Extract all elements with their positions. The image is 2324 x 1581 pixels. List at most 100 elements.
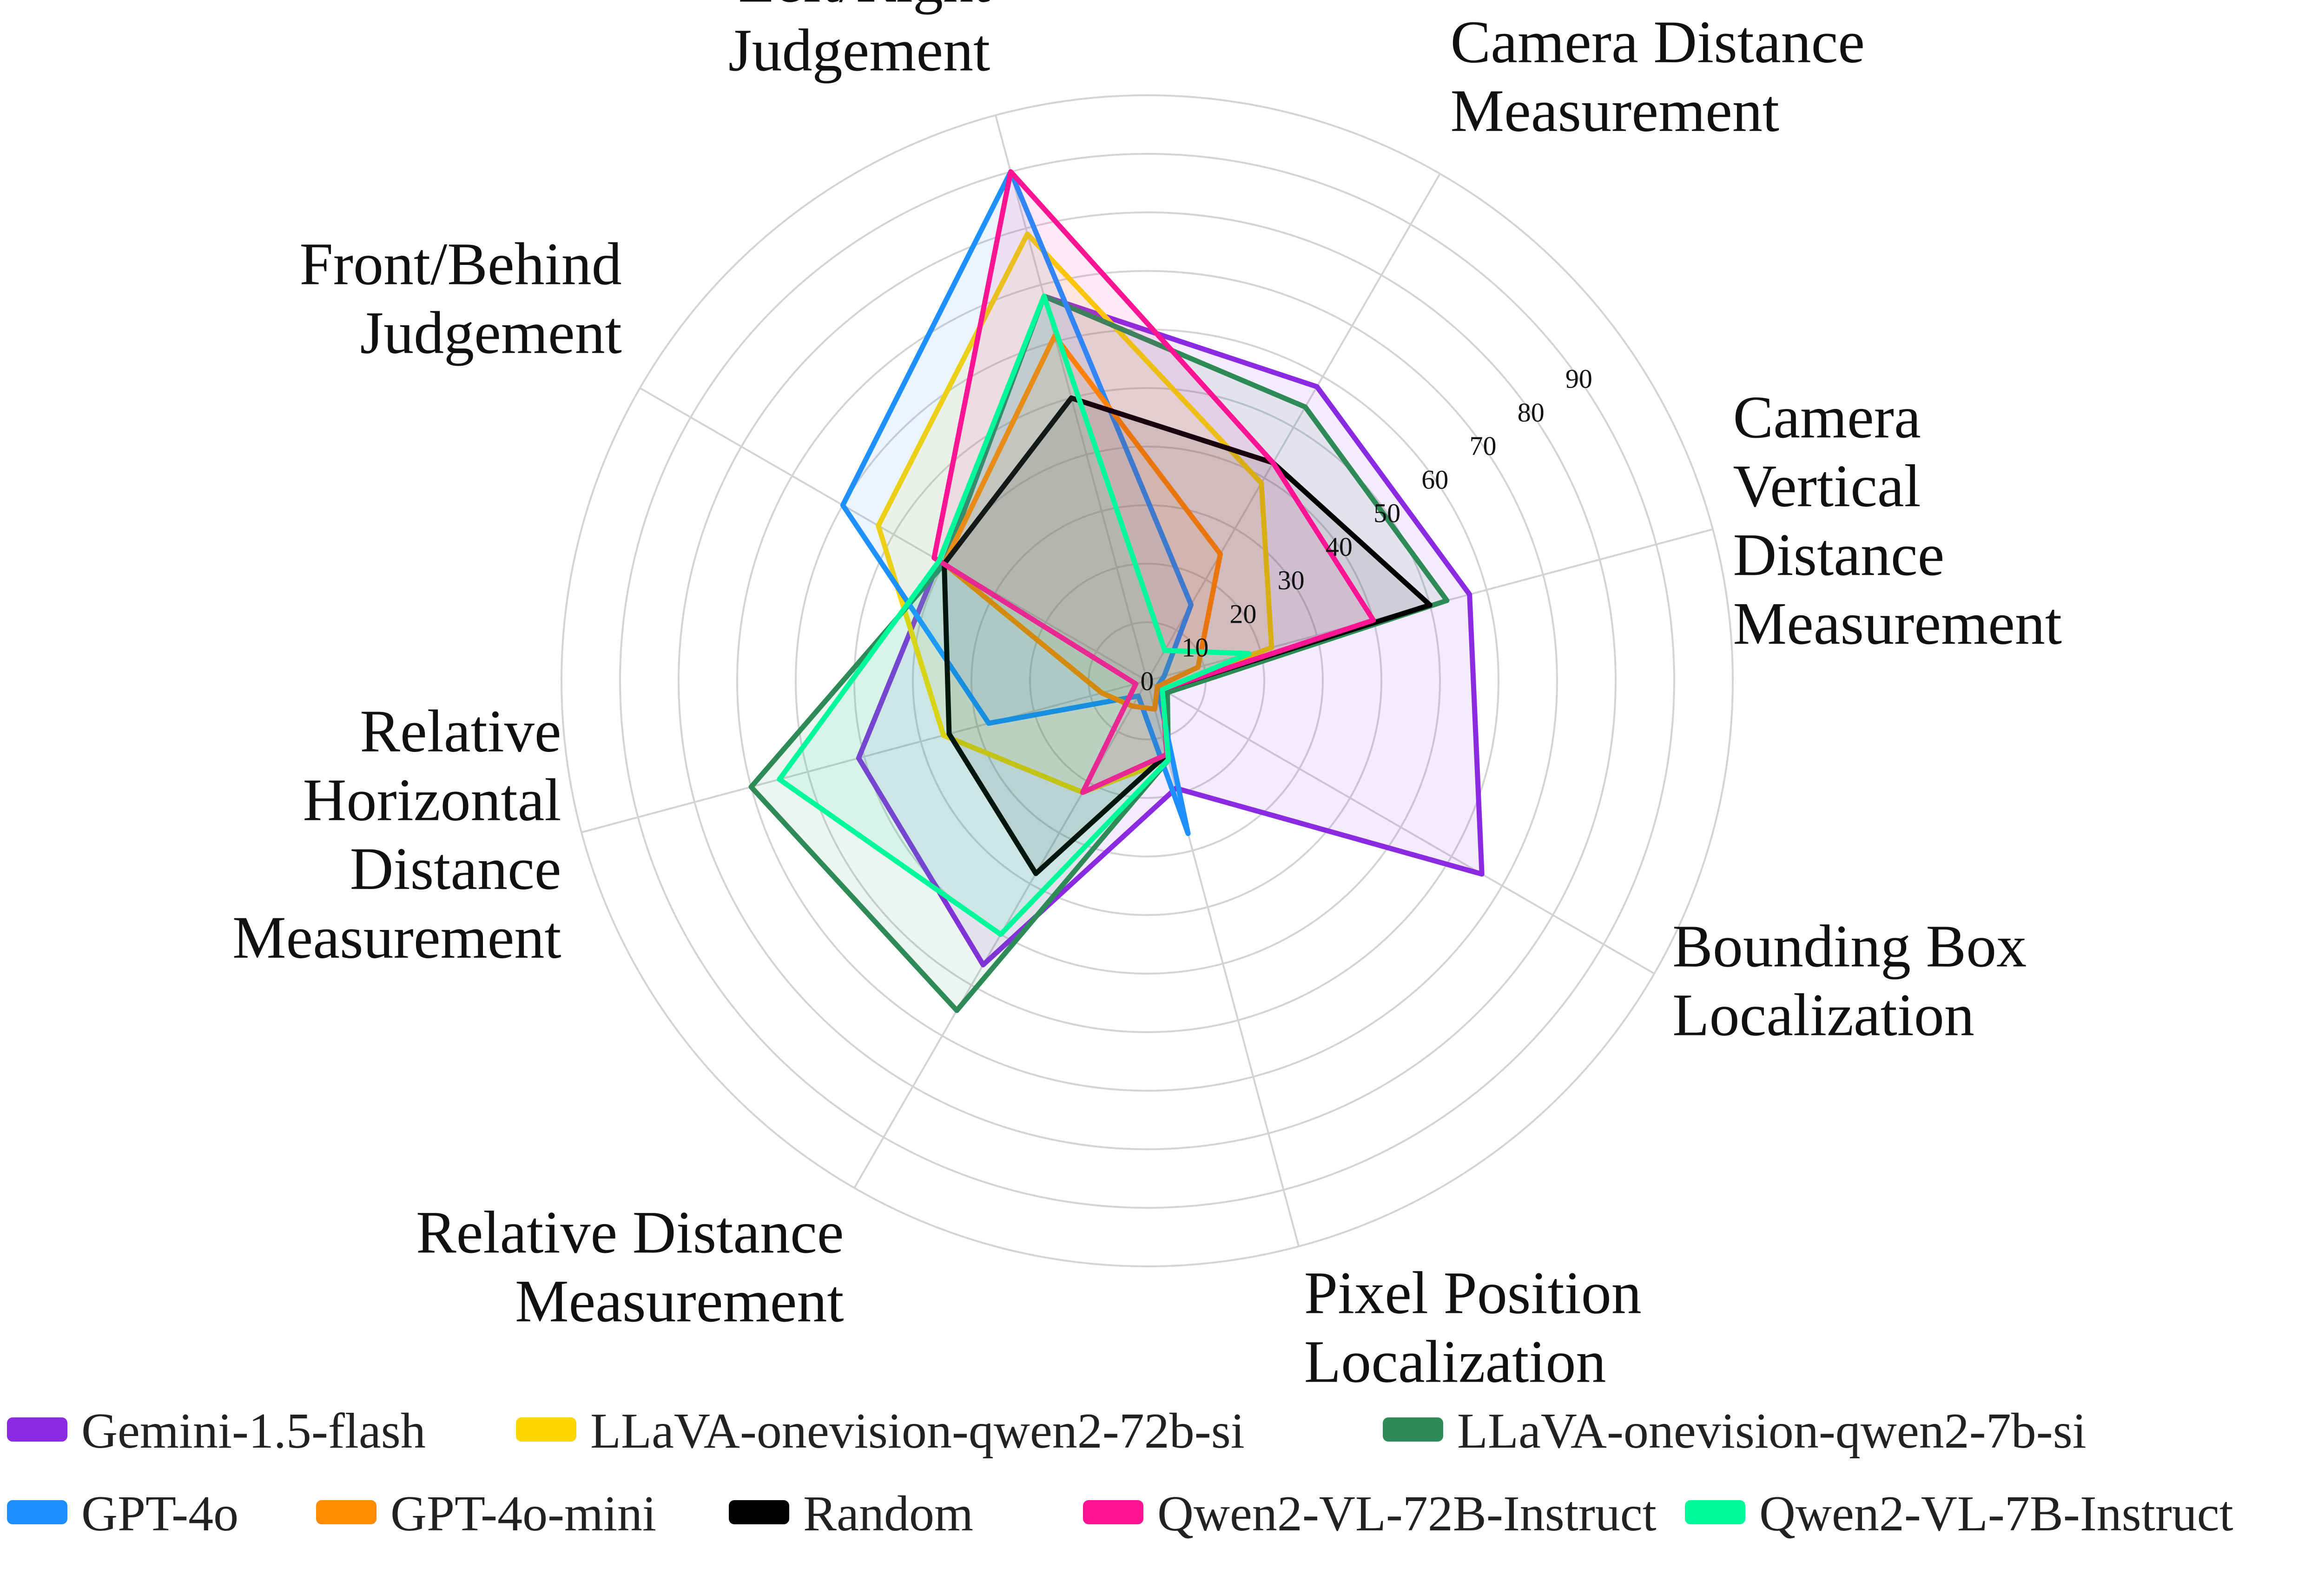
grid-circle-100 [561, 94, 1734, 1267]
radial-tick-labels: 0 10 20 30 40 50 60 70 80 90 [1141, 364, 1592, 696]
data-point [840, 503, 845, 507]
data-point [1166, 758, 1171, 763]
axis-line [1146, 680, 1300, 1247]
data-point [777, 777, 782, 782]
data-point [1162, 648, 1167, 653]
tick-label: 30 [1278, 565, 1305, 595]
data-point [1371, 618, 1376, 623]
legend-item: Qwen2-VL-72B-Instruct [1083, 1486, 1657, 1541]
data-point [856, 756, 861, 761]
data-point [1270, 460, 1275, 465]
axis-label: Camera Vertical Distance Measurement [1733, 384, 2062, 657]
grid-circle-70 [736, 270, 1558, 1092]
axis-line [1146, 173, 1441, 681]
legend-swatch [1685, 1500, 1745, 1524]
data-point [1247, 651, 1252, 656]
axis-labels: Left/RightJudgement Camera DistanceMeasur… [232, 0, 2062, 1396]
tick-label: 90 [1565, 364, 1592, 394]
data-point [1269, 645, 1274, 650]
legend: Gemini-1.5-flash LLaVA-onevision-qwen2-72… [7, 1403, 2233, 1541]
data-point [954, 1008, 959, 1013]
legend-item: LLaVA-onevision-qwen2-72b-si [516, 1403, 1245, 1459]
legend-label: GPT-4o [81, 1486, 238, 1541]
data-point [1155, 684, 1160, 689]
axis-label: Relative Horizontal Distance Measurement [232, 698, 561, 971]
data-point [937, 558, 942, 563]
data-series [748, 169, 1485, 1013]
data-point [1008, 169, 1013, 174]
data-point [947, 731, 951, 737]
legend-label: LLaVA-onevision-qwen2-72b-si [590, 1403, 1245, 1459]
tick-label: 60 [1421, 464, 1448, 494]
series-7 [777, 293, 1252, 937]
legend-label: Random [803, 1486, 973, 1541]
data-point [1080, 790, 1085, 795]
axis-label: Pixel Position Localization [1304, 1260, 1642, 1396]
axis-line [639, 387, 1148, 682]
data-point [876, 523, 881, 528]
data-point [1427, 602, 1433, 607]
legend-item: LLaVA-onevision-qwen2-7b-si [1383, 1403, 2086, 1459]
legend-item: GPT-4o-mini [316, 1486, 656, 1541]
data-point [1165, 690, 1170, 695]
grid-circle-40 [912, 446, 1382, 916]
grid-circle-90 [619, 153, 1675, 1209]
grid-circle-20 [1029, 563, 1265, 799]
data-point [1025, 231, 1030, 237]
tick-label: 80 [1518, 397, 1545, 428]
data-point [1303, 404, 1308, 409]
data-point [931, 555, 937, 560]
data-point [1188, 602, 1194, 607]
axis-line [1146, 680, 1655, 975]
data-point [749, 784, 754, 790]
data-point [1152, 706, 1157, 711]
data-point [1479, 871, 1485, 876]
data-point [1160, 687, 1165, 692]
data-point [1136, 693, 1141, 698]
axis-label: Bounding Box Localization [1672, 913, 2027, 1049]
legend-swatch [7, 1500, 67, 1524]
axis-label: Relative Distance Measurement [416, 1199, 844, 1335]
data-point [981, 962, 986, 968]
data-point [1218, 552, 1223, 557]
legend-label: Qwen2-VL-72B-Instruct [1157, 1486, 1657, 1541]
data-point [1445, 598, 1449, 603]
legend-item: Random [729, 1486, 973, 1541]
data-point [941, 733, 946, 738]
data-point [1099, 691, 1104, 696]
data-point [1195, 665, 1201, 670]
legend-swatch [516, 1417, 576, 1442]
axis-label: Left/RightJudgement [728, 0, 990, 84]
legend-label: GPT-4o-mini [390, 1486, 656, 1541]
legend-item: Gemini-1.5-flash [7, 1403, 426, 1459]
data-point [1033, 871, 1038, 876]
data-point [1162, 674, 1167, 679]
data-point [1314, 384, 1320, 389]
tick-label: 70 [1469, 431, 1496, 461]
data-point [1186, 831, 1191, 836]
legend-swatch [316, 1500, 376, 1524]
tick-label: 10 [1182, 632, 1208, 663]
data-point [1467, 592, 1472, 597]
tick-label: 50 [1373, 498, 1400, 528]
data-point [1259, 481, 1264, 486]
legend-label: LLaVA-onevision-qwen2-7b-si [1457, 1403, 2086, 1459]
data-point [1042, 294, 1047, 299]
legend-swatch [7, 1417, 67, 1442]
tick-label: 40 [1326, 532, 1353, 562]
data-point [998, 932, 1003, 937]
data-point [1069, 395, 1074, 401]
data-point [986, 721, 991, 726]
tick-label: 0 [1141, 666, 1154, 696]
axis-label: Front/Behind Judgement [299, 231, 621, 367]
legend-swatch [729, 1500, 789, 1524]
data-point [1130, 704, 1135, 709]
legend-label: Qwen2-VL-7B-Instruct [1759, 1486, 2233, 1541]
legend-swatch [1383, 1417, 1443, 1442]
axis-label: Camera Distance Measurement [1451, 9, 1865, 145]
legend-swatch [1083, 1500, 1143, 1524]
legend-item: Qwen2-VL-7B-Instruct [1685, 1486, 2233, 1541]
legend-item: GPT-4o [7, 1486, 238, 1541]
legend-label: Gemini-1.5-flash [81, 1403, 426, 1459]
